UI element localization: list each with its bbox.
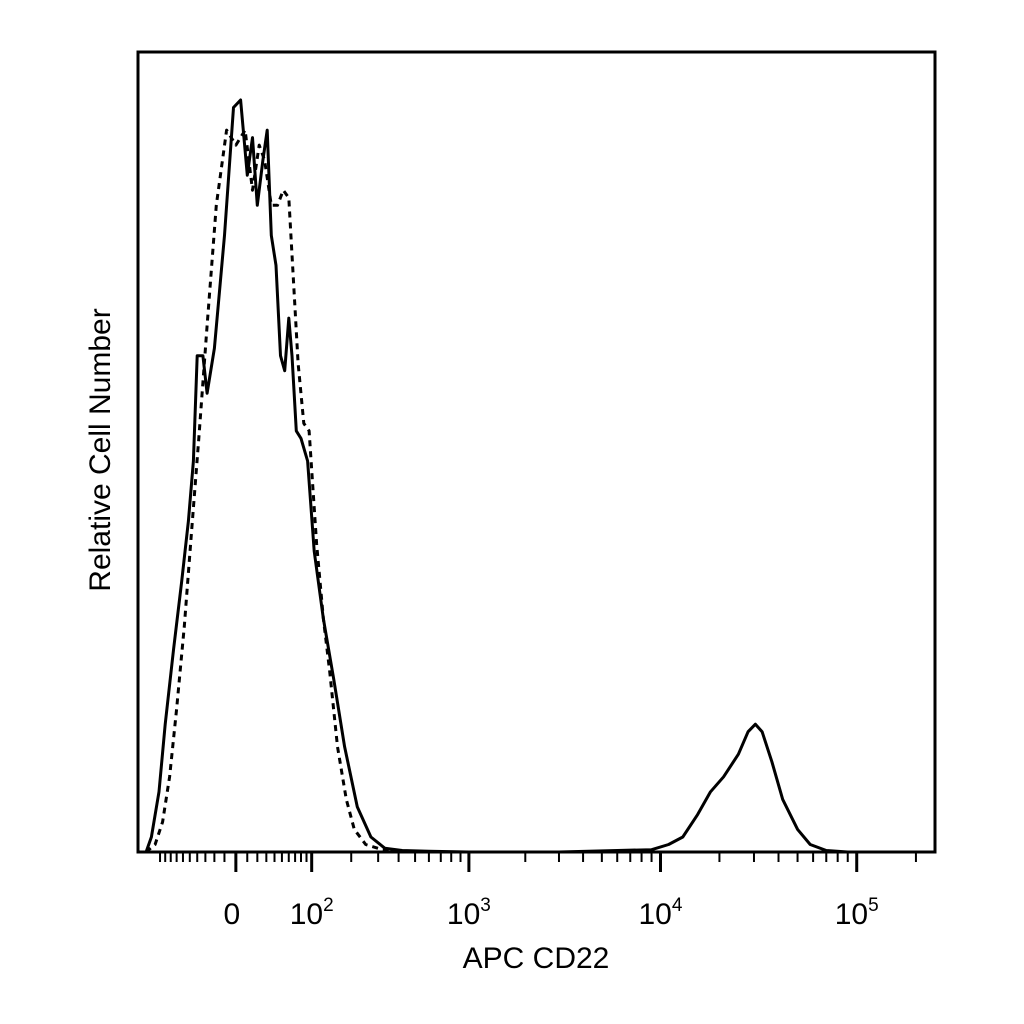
x-tick-label: 103 <box>447 895 491 931</box>
solid-histogram-line <box>144 98 848 854</box>
x-tick-label: 102 <box>290 895 334 931</box>
y-axis-label: Relative Cell Number <box>84 308 117 591</box>
x-tick-label: 104 <box>639 895 683 931</box>
x-tick-label: 0 <box>224 898 241 931</box>
histogram-series <box>144 98 848 854</box>
x-tick-label: 105 <box>835 895 879 931</box>
plot-frame <box>136 50 937 854</box>
x-tick-labels: 0 102 103 104 105 <box>224 895 879 931</box>
x-axis-label: APC CD22 <box>463 942 610 975</box>
x-axis-ticks <box>159 852 917 872</box>
